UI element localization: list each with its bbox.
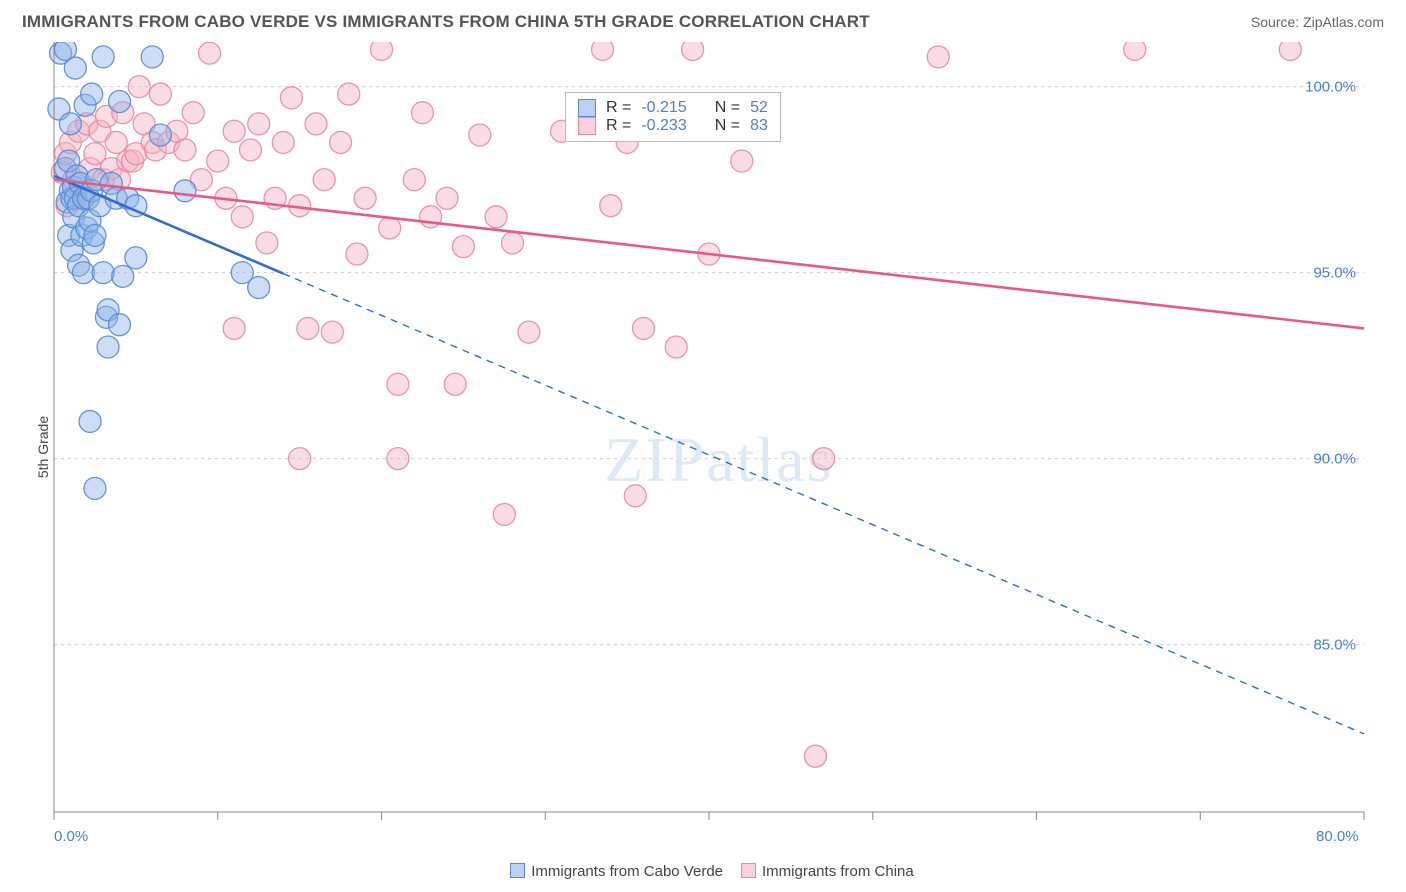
data-point [64, 57, 86, 79]
correlation-legend: R = -0.215 N = 52 R = -0.233 N = 83 [565, 92, 781, 142]
chart-container: 5th Grade 85.0%90.0%95.0%100.0%ZIPatlas … [18, 42, 1388, 852]
data-point [665, 336, 687, 358]
data-point [387, 373, 409, 395]
data-point [128, 76, 150, 98]
data-point [444, 373, 466, 395]
data-point [633, 317, 655, 339]
y-tick-label: 85.0% [1313, 637, 1356, 654]
data-point [387, 448, 409, 470]
trend-line-extrapolated [283, 274, 1364, 734]
data-point [280, 87, 302, 109]
data-point [289, 448, 311, 470]
y-tick-label: 90.0% [1313, 451, 1356, 468]
data-point [338, 83, 360, 105]
data-point [493, 503, 515, 525]
data-point [371, 42, 393, 60]
data-point [72, 262, 94, 284]
data-point [518, 321, 540, 343]
data-point [305, 113, 327, 135]
data-point [379, 217, 401, 239]
data-point [97, 336, 119, 358]
data-point [125, 247, 147, 269]
data-point [927, 46, 949, 68]
data-point [600, 195, 622, 217]
data-point [1279, 42, 1301, 60]
data-point [403, 169, 425, 191]
legend-r-value: -0.215 [641, 99, 686, 117]
chart-source: Source: ZipAtlas.com [1251, 14, 1384, 30]
data-point [207, 150, 229, 172]
legend-n-value: 52 [750, 99, 768, 117]
data-point [84, 224, 106, 246]
legend-n-label: N = [715, 117, 740, 135]
data-point [256, 232, 278, 254]
data-point [112, 265, 134, 287]
data-point [436, 187, 458, 209]
legend-n-value: 83 [750, 117, 768, 135]
data-point [272, 131, 294, 153]
legend-series-label: Immigrants from China [762, 863, 914, 880]
data-point [330, 131, 352, 153]
data-point [84, 477, 106, 499]
data-point [346, 243, 368, 265]
series-legend: Immigrants from Cabo Verde Immigrants fro… [0, 863, 1406, 880]
data-point [240, 139, 262, 161]
data-point [174, 180, 196, 202]
data-point [469, 124, 491, 146]
x-axis-min-label: 0.0% [54, 828, 88, 845]
y-tick-label: 95.0% [1313, 265, 1356, 282]
data-point [248, 113, 270, 135]
data-point [248, 277, 270, 299]
y-tick-label: 100.0% [1305, 79, 1356, 96]
data-point [182, 102, 204, 124]
data-point [592, 42, 614, 60]
trend-line [54, 180, 1364, 329]
x-axis-max-label: 80.0% [1316, 828, 1359, 845]
chart-header: IMMIGRANTS FROM CABO VERDE VS IMMIGRANTS… [0, 0, 1406, 38]
data-point [682, 42, 704, 60]
scatter-chart: 85.0%90.0%95.0%100.0%ZIPatlas [18, 42, 1384, 852]
data-point [313, 169, 335, 191]
legend-row: R = -0.233 N = 83 [578, 117, 768, 135]
legend-r-label: R = [606, 117, 631, 135]
data-point [81, 83, 103, 105]
legend-swatch [510, 863, 525, 878]
legend-series-label: Immigrants from Cabo Verde [531, 863, 723, 880]
data-point [731, 150, 753, 172]
data-point [141, 46, 163, 68]
data-point [502, 232, 524, 254]
data-point [59, 113, 81, 135]
data-point [149, 83, 171, 105]
legend-swatch [741, 863, 756, 878]
data-point [109, 314, 131, 336]
data-point [223, 120, 245, 142]
data-point [174, 139, 196, 161]
legend-swatch [578, 117, 596, 135]
data-point [452, 236, 474, 258]
data-point [804, 745, 826, 767]
data-point [79, 410, 101, 432]
data-point [223, 317, 245, 339]
data-point [813, 448, 835, 470]
data-point [297, 317, 319, 339]
legend-r-label: R = [606, 99, 631, 117]
chart-title: IMMIGRANTS FROM CABO VERDE VS IMMIGRANTS… [22, 12, 870, 32]
data-point [231, 206, 253, 228]
data-point [321, 321, 343, 343]
data-point [624, 485, 646, 507]
data-point [354, 187, 376, 209]
legend-swatch [578, 99, 596, 117]
y-axis-label: 5th Grade [35, 416, 51, 478]
data-point [485, 206, 507, 228]
data-point [411, 102, 433, 124]
data-point [92, 46, 114, 68]
legend-row: R = -0.215 N = 52 [578, 99, 768, 117]
data-point [109, 91, 131, 113]
legend-n-label: N = [715, 99, 740, 117]
data-point [92, 262, 114, 284]
data-point [199, 42, 221, 64]
data-point [149, 124, 171, 146]
legend-r-value: -0.233 [641, 117, 686, 135]
data-point [1124, 42, 1146, 60]
